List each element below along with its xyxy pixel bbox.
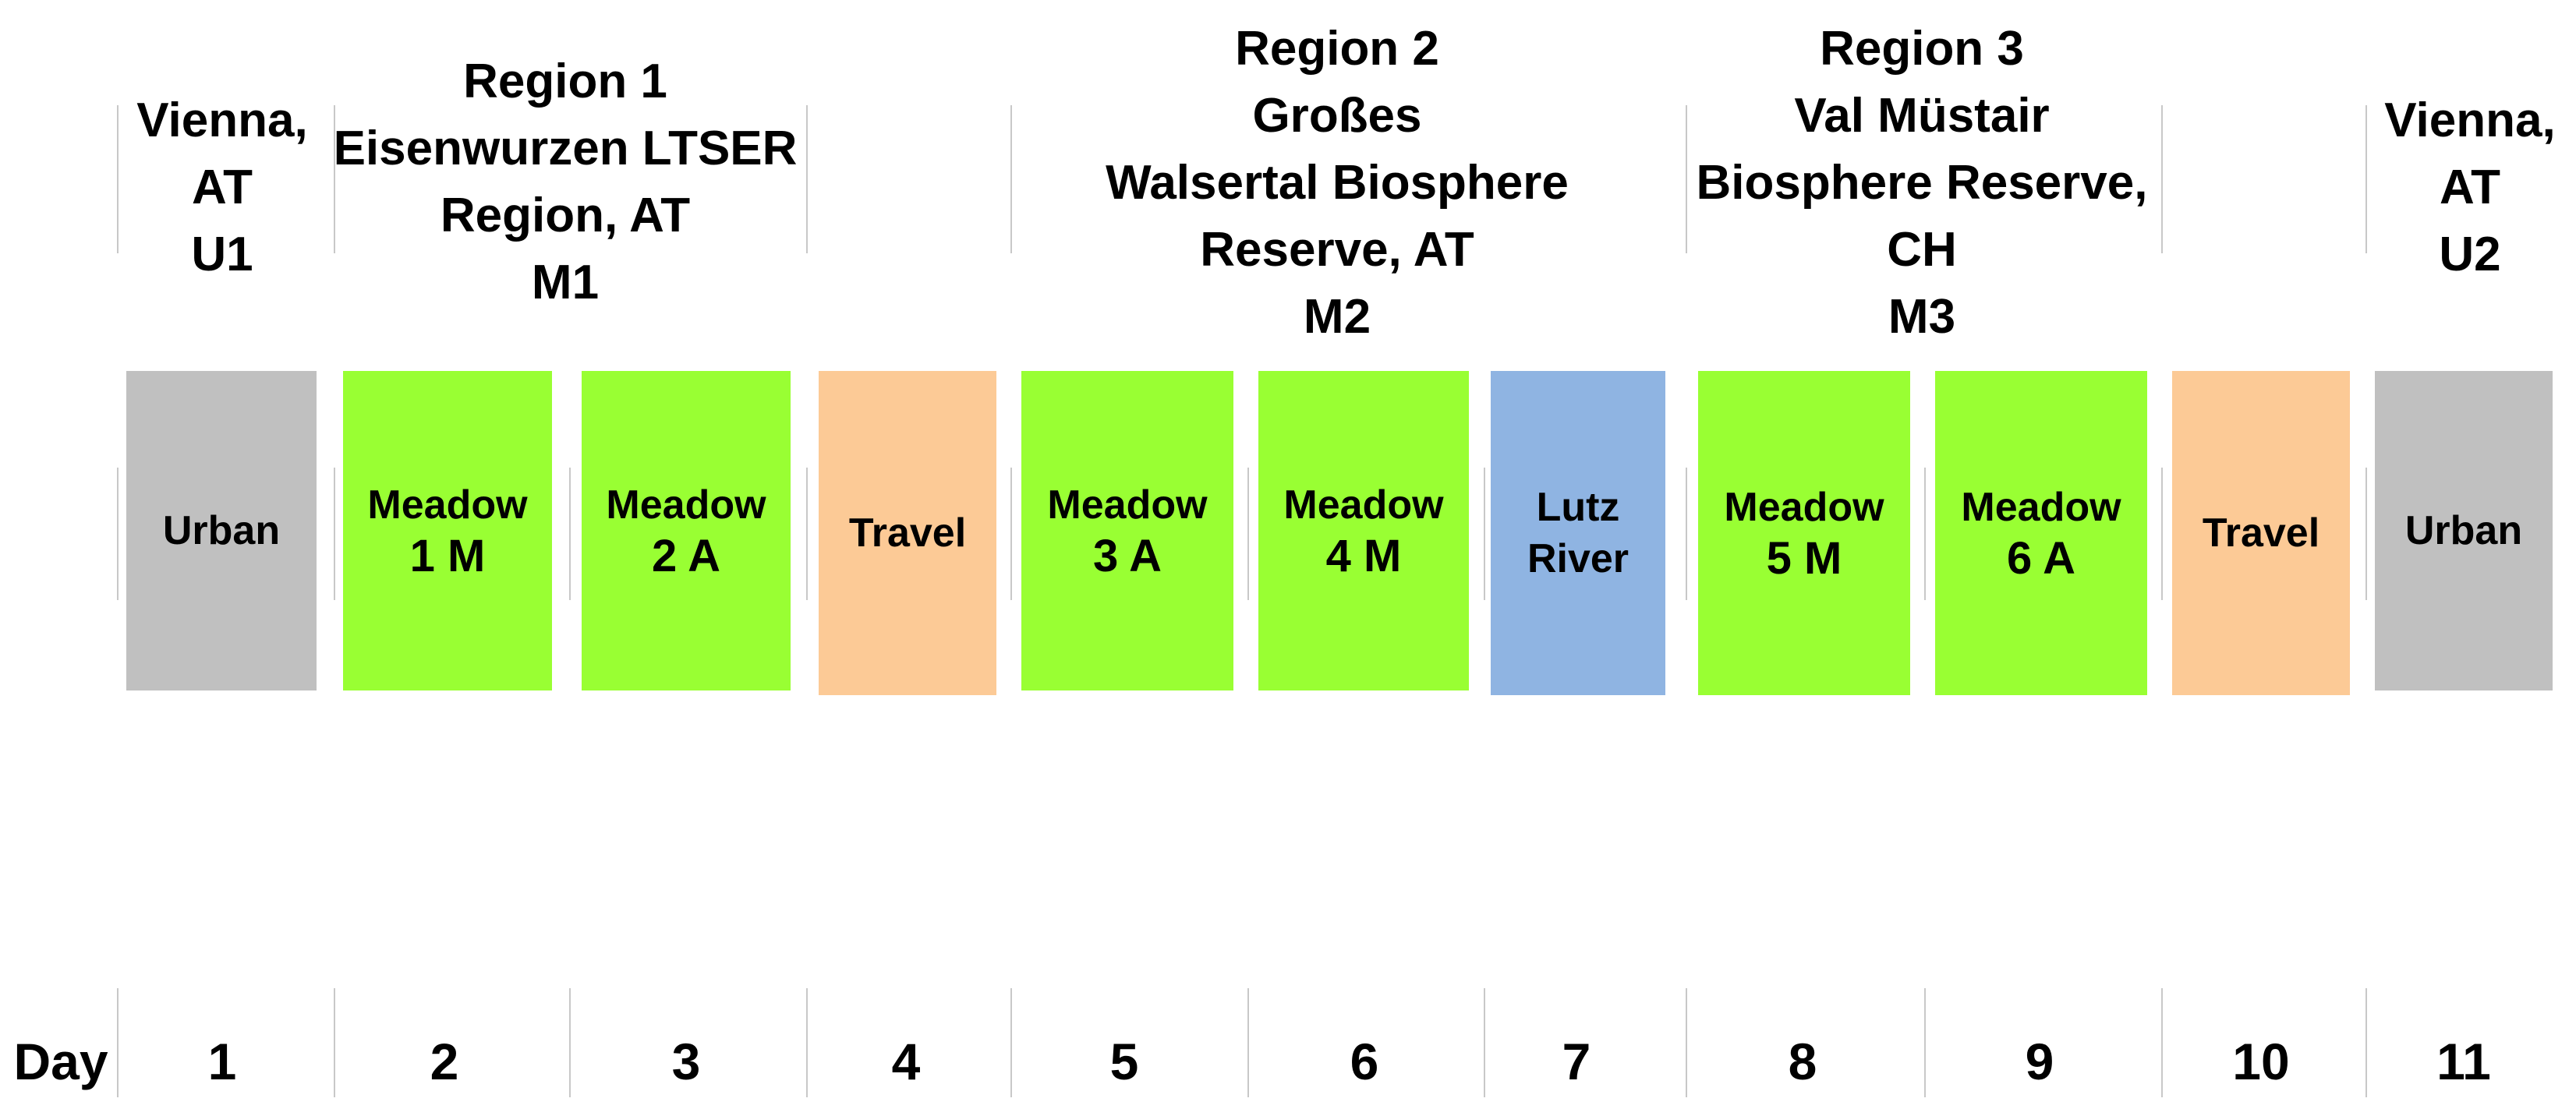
box-separator <box>1484 468 1485 600</box>
site-box-meadow: Meadow 2 A <box>582 371 791 690</box>
day-label: Day <box>13 1033 108 1090</box>
region-label-vienna-end: Vienna, AT U2 <box>2384 94 2556 281</box>
site-box-code: 3 A <box>1092 531 1162 581</box>
region-label-region-2: Region 2 Großes Walsertal Biosphere Rese… <box>1106 22 1569 344</box>
site-box-travel: Travel <box>819 371 996 695</box>
site-box-label: Meadow <box>367 482 528 528</box>
day-number: 5 <box>1109 1033 1139 1090</box>
box-separator <box>334 468 335 600</box>
day-separator <box>1010 988 1012 1097</box>
day-separator <box>1247 988 1249 1097</box>
box-separator <box>806 468 808 600</box>
site-box-code: 6 A <box>2006 533 2076 584</box>
box-separator <box>2365 468 2367 600</box>
site-box-label: Meadow <box>606 482 766 528</box>
site-box-label: Meadow <box>1047 482 1208 528</box>
box-separator <box>569 468 571 600</box>
header-separator <box>117 105 119 253</box>
site-box-label: Urban <box>2404 508 2523 553</box>
day-separator <box>569 988 571 1097</box>
site-box-label: Travel <box>848 510 967 556</box>
day-separator <box>2161 988 2163 1097</box>
day-separator <box>1924 988 1926 1097</box>
site-box-urban: Urban <box>126 371 317 690</box>
header-separator <box>1686 105 1687 253</box>
box-separator <box>2161 468 2163 600</box>
header-separator <box>334 105 335 253</box>
region-label-region-3: Region 3 Val Müstair Biosphere Reserve, … <box>1696 22 2148 344</box>
day-separator <box>1686 988 1687 1097</box>
site-box-code: 4 M <box>1325 531 1402 581</box>
day-separator <box>334 988 335 1097</box>
day-separator <box>117 988 119 1097</box>
box-separator <box>1247 468 1249 600</box>
region-label-vienna-start: Vienna, AT U1 <box>136 94 308 281</box>
day-number: 6 <box>1350 1033 1379 1090</box>
site-box-code: 1 M <box>409 531 486 581</box>
site-box-label: Meadow <box>1283 482 1444 528</box>
site-box-meadow: Meadow 6 A <box>1935 371 2147 695</box>
site-box-meadow: Meadow 3 A <box>1021 371 1233 690</box>
day-number: 9 <box>2025 1033 2054 1090</box>
day-number: 4 <box>891 1033 921 1090</box>
site-box-label: Lutz River <box>1527 485 1629 581</box>
day-separator <box>2365 988 2367 1097</box>
day-number: 10 <box>2232 1033 2290 1090</box>
site-box-label: Meadow <box>1724 485 1884 530</box>
box-separator <box>1686 468 1687 600</box>
site-box-label: Travel <box>2202 510 2320 556</box>
header-separator <box>2161 105 2163 253</box>
box-separator <box>117 468 119 600</box>
site-box-label: Meadow <box>1961 485 2121 530</box>
day-separator <box>806 988 808 1097</box>
header-separator <box>2365 105 2367 253</box>
site-box-code: 2 A <box>651 531 721 581</box>
box-separator <box>1924 468 1926 600</box>
day-number: 7 <box>1562 1033 1591 1090</box>
day-number: 1 <box>207 1033 237 1090</box>
site-box-urban: Urban <box>2375 371 2553 690</box>
site-box-meadow: Meadow 4 M <box>1258 371 1469 690</box>
day-number: 11 <box>2436 1033 2491 1090</box>
site-box-meadow: Meadow 5 M <box>1698 371 1910 695</box>
day-separator <box>1484 988 1485 1097</box>
box-separator <box>1010 468 1012 600</box>
site-box-label: Urban <box>162 508 281 553</box>
region-label-region-1: Region 1 Eisenwurzen LTSER Region, AT M1 <box>333 55 798 309</box>
site-box-river: Lutz River <box>1491 371 1665 695</box>
site-box-meadow: Meadow 1 M <box>343 371 552 690</box>
site-box-code: 5 M <box>1766 533 1842 584</box>
header-separator <box>806 105 808 253</box>
day-number: 8 <box>1788 1033 1817 1090</box>
day-number: 2 <box>430 1033 459 1090</box>
site-box-travel: Travel <box>2172 371 2350 695</box>
day-number: 3 <box>671 1033 701 1090</box>
header-separator <box>1010 105 1012 253</box>
